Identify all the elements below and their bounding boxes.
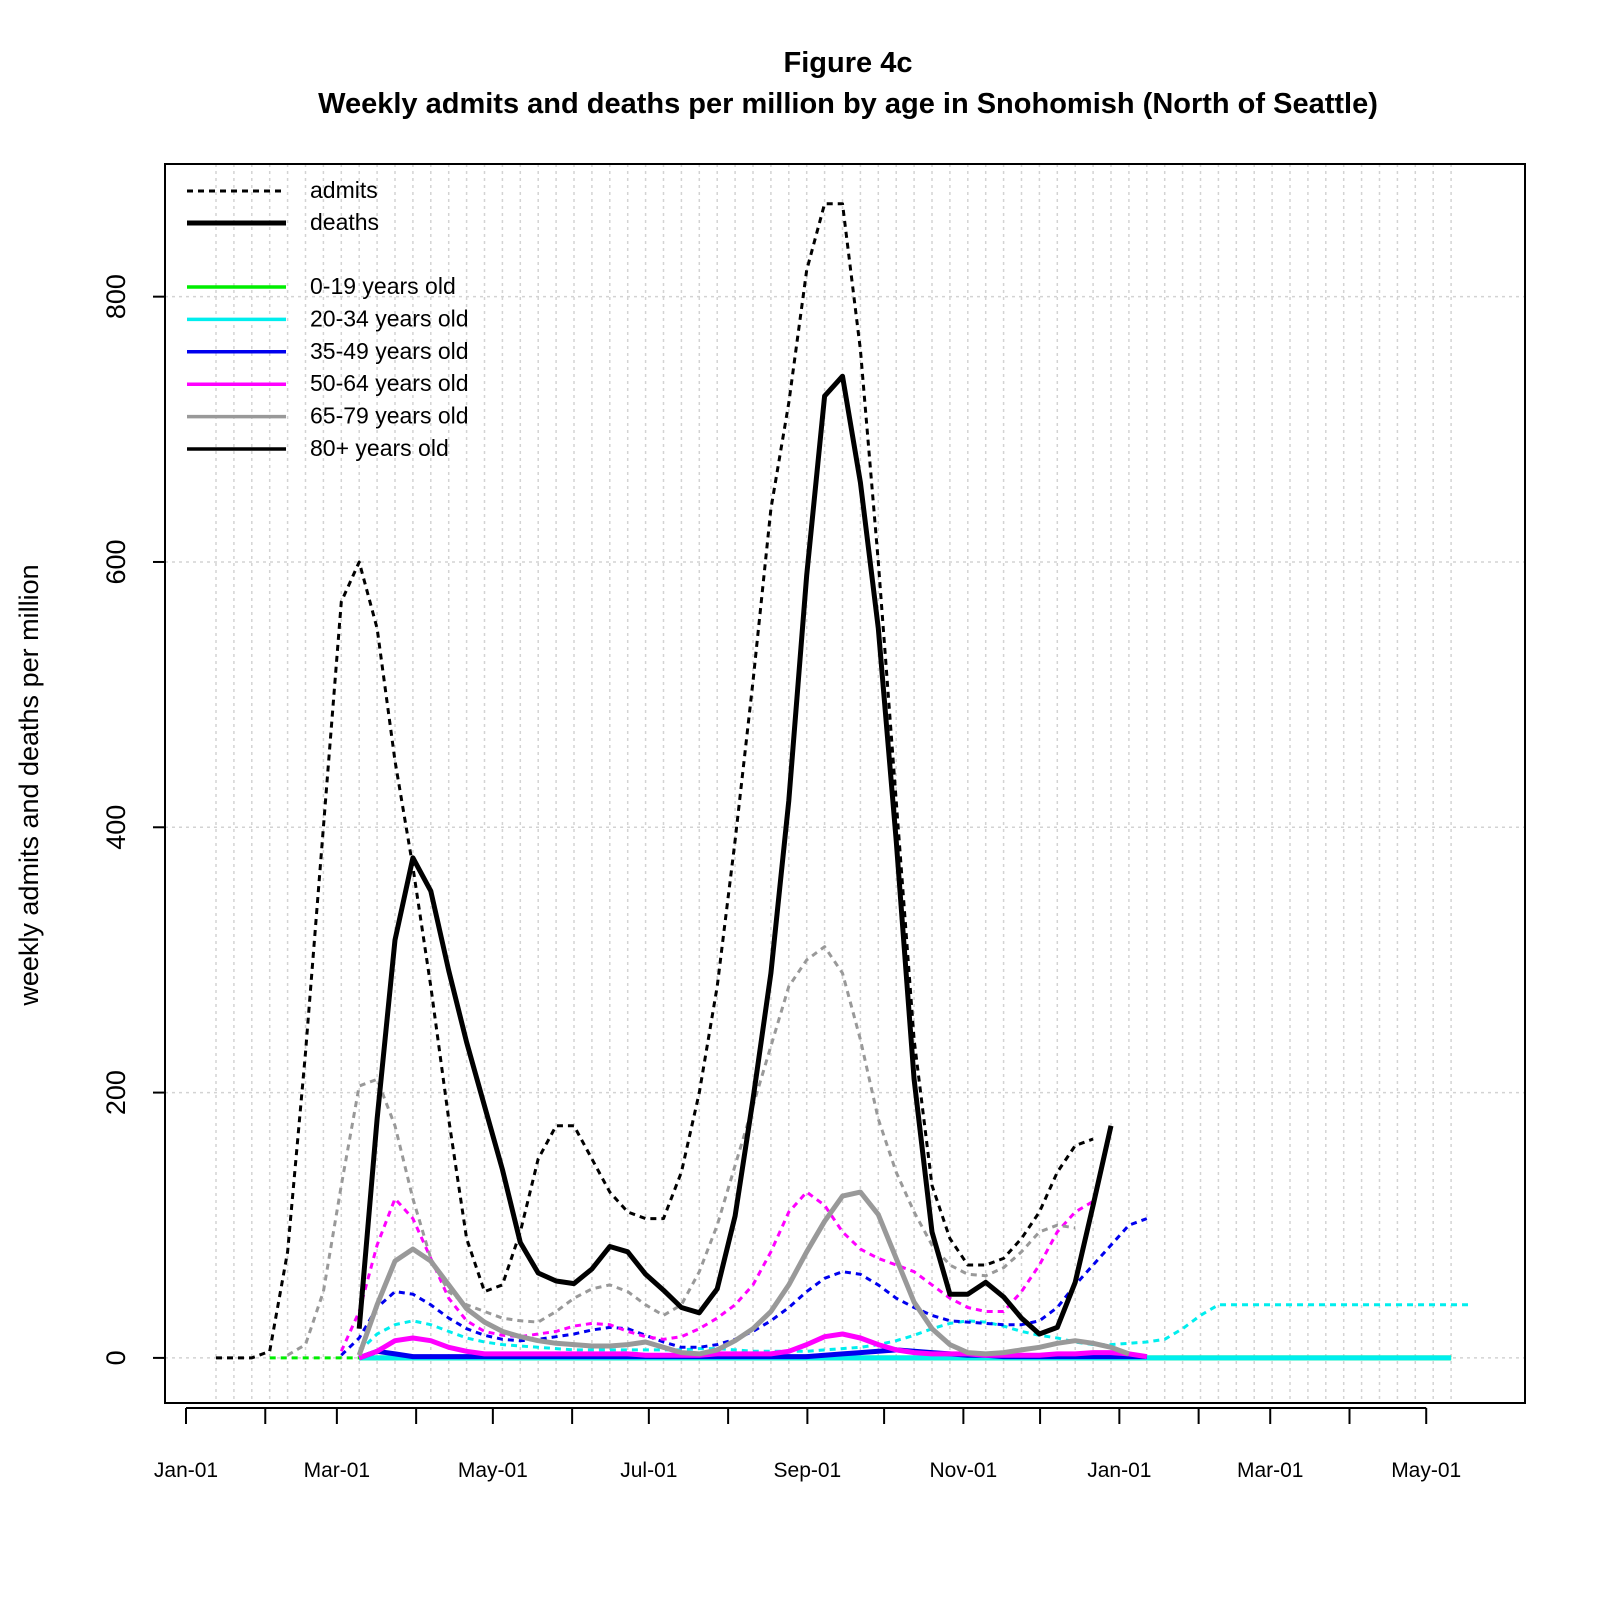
x-tick-label: Mar-01 [1237,1459,1304,1482]
chart-title: Figure 4c [784,47,913,79]
series-line-deaths [356,373,1114,1337]
series-line-admits [216,202,1094,1360]
legend-label: admits [310,177,378,203]
series-layer [216,202,1469,1361]
legend-label: 65-79 years old [310,403,469,429]
y-tick-label: 400 [101,805,131,850]
legend: admits deaths 0-19 years old 20-34 years ol… [187,177,469,461]
axes: 0 200 400 600 800 Jan-01 Mar-01 May-01 Jul-01 Sep… [101,274,1461,1482]
x-tick-label: Nov-01 [930,1459,998,1482]
x-tick-label: May-01 [458,1459,528,1482]
y-axis-label: weekly admits and deaths per million [14,564,44,1006]
x-tick-label: Jan-01 [1087,1459,1151,1482]
x-tick-label: Mar-01 [304,1459,371,1482]
legend-label: 20-34 years old [310,305,469,331]
legend-label: 50-64 years old [310,370,469,396]
y-tick-label: 0 [101,1350,131,1365]
legend-label: deaths [310,209,379,235]
x-tick-label: Jul-01 [620,1459,677,1482]
y-tick-label: 200 [101,1070,131,1115]
legend-label: 80+ years old [310,435,449,461]
x-tick-label: May-01 [1391,1459,1461,1482]
plot-frame [164,163,1526,1404]
series-line-deaths [356,1189,1130,1357]
legend-label: 0-19 years old [310,273,456,299]
series-line-admits [358,1303,1469,1353]
series-line-deaths [358,1331,1148,1361]
series-line-admits [286,945,1076,1357]
x-tick-label: Sep-01 [774,1459,842,1482]
series-line-admits [339,1190,1094,1352]
legend-label: 35-49 years old [310,338,469,364]
chart-subtitle: Weekly admits and deaths per million by … [318,88,1378,120]
y-tick-label: 800 [101,274,131,319]
y-tick-label: 600 [101,539,131,584]
x-tick-label: Jan-01 [154,1459,218,1482]
